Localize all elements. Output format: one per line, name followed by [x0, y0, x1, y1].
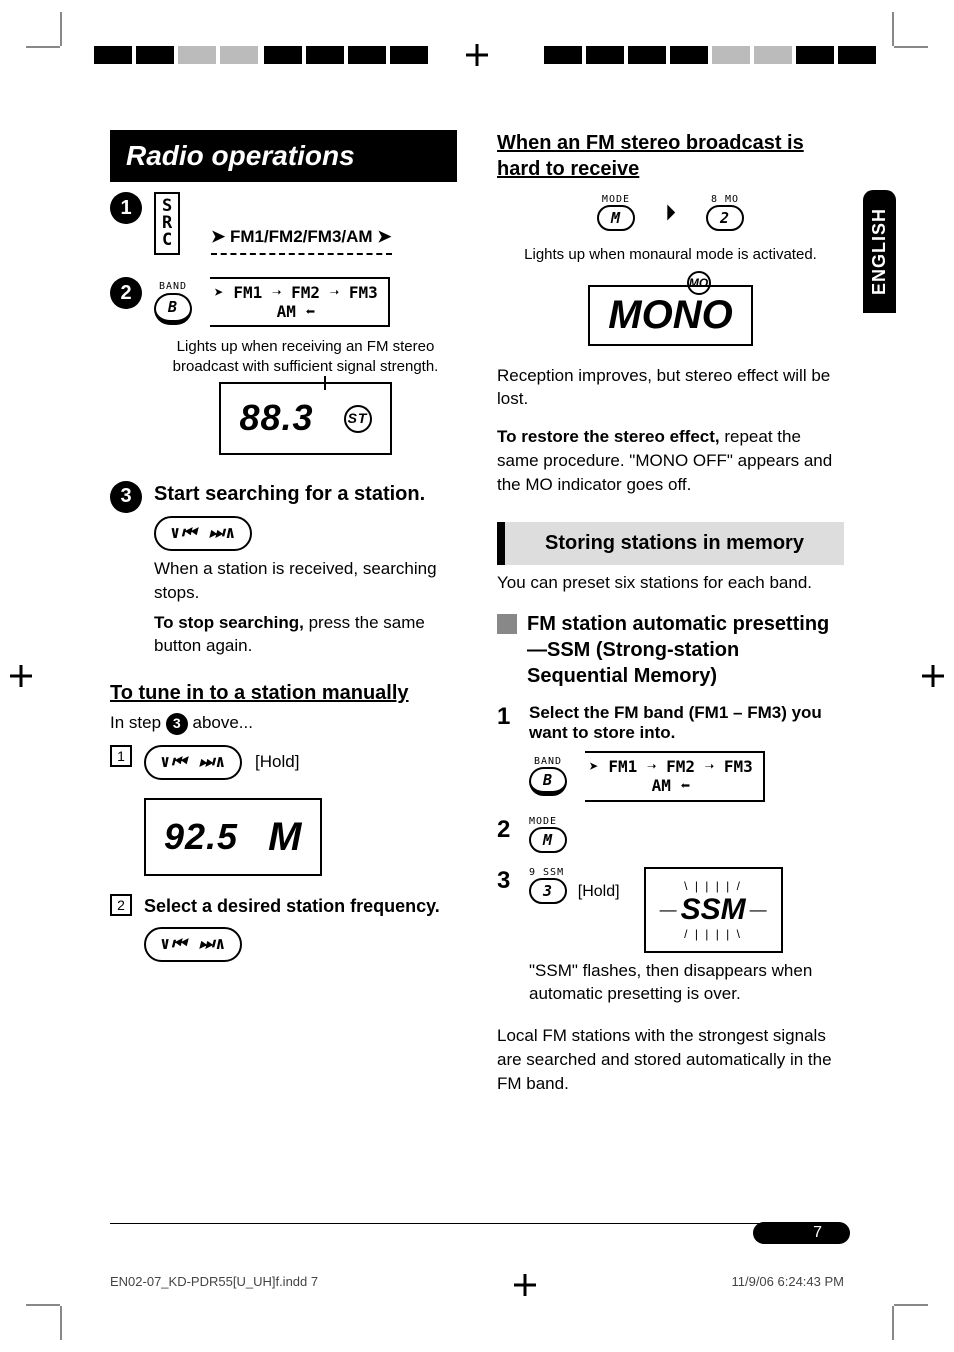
band-button-icon: B — [529, 767, 567, 796]
mo-key-label: 8 MO — [706, 194, 744, 205]
boxed-step-2-icon: 2 — [110, 894, 132, 916]
st-caption: Lights up when receiving an FM stereo br… — [154, 337, 457, 376]
band-cycle-line2: AM — [277, 302, 296, 321]
step-ref-3-icon: 3 — [166, 713, 188, 735]
frequency-value: 88.3 — [239, 394, 313, 443]
hold-label: [Hold] — [578, 883, 620, 900]
restore-bold: To restore the stereo effect, — [497, 427, 720, 446]
crop-mark — [26, 1304, 60, 1306]
ssm-step1-text: Select the FM band (FM1 – FM3) you want … — [529, 703, 822, 742]
register-mark-icon — [922, 665, 944, 687]
seek-buttons-icon: ∨⏮ ⏭∧ — [144, 745, 242, 780]
arrow-icon: ➤ — [211, 227, 230, 246]
then-arrow-icon: ⏵ — [665, 200, 676, 226]
crop-mark — [892, 1306, 894, 1340]
step-number-3-icon: 3 — [110, 481, 142, 513]
ssm-subheading-block: FM station automatic presetting—SSM (Str… — [497, 611, 844, 689]
step-3: 3 Start searching for a station. ∨⏮ ⏭∧ W… — [110, 481, 457, 658]
storing-section-title: Storing stations in memory — [497, 522, 844, 565]
band-label: BAND — [529, 756, 567, 767]
step-number-2-icon: 2 — [110, 277, 142, 309]
ssm-button-icon: 3 — [529, 878, 567, 904]
band-button-icon: B — [154, 293, 192, 324]
register-mark-icon — [466, 44, 488, 66]
register-mark-icon — [514, 1274, 536, 1296]
crop-mark — [892, 12, 894, 46]
ssm-step-2: 2 MODE M — [497, 816, 844, 853]
step-number-1-icon: 1 — [110, 192, 142, 224]
mode-label: MODE — [597, 194, 635, 205]
st-indicator-icon: ST — [344, 405, 372, 433]
ssm-dash-icon: — — [750, 900, 767, 920]
hard-receive-heading: When an FM stereo broadcast is hard to r… — [497, 130, 844, 182]
manual-tune-heading: To tune in to a station manually — [110, 682, 457, 705]
ssm-step-1: 1 Select the FM band (FM1 – FM3) you wan… — [497, 703, 844, 801]
mo-indicator-icon: MO — [687, 271, 711, 295]
src-button-icon: S R C — [154, 192, 180, 255]
footer-filename: EN02-07_KD-PDR55[U_UH]f.indd 7 — [110, 1274, 318, 1296]
ssm-text: SSM — [681, 893, 746, 927]
page-number: 7 — [753, 1222, 850, 1244]
step-3-heading: Start searching for a station. — [154, 483, 425, 505]
crop-mark — [60, 1306, 62, 1340]
crop-mark — [60, 12, 62, 46]
ssm-closing: Local FM stations with the strongest sig… — [497, 1024, 844, 1095]
step-1: 1 S R C ➤ FM1/FM2/FM3/AM ➤ — [110, 192, 457, 255]
ssm-key-label: 9 SSM — [529, 867, 620, 878]
band-cycle-diagram: ➤ FM1 ➝ FM2 ➝ FM3 AM ⬅ — [585, 751, 765, 801]
band-cycle-diagram: ➤ FM1 ➝ FM2 ➝ FM3 AM ⬅ — [210, 277, 390, 327]
manual-step-1: 1 ∨⏮ ⏭∧ [Hold] 92.5 M — [110, 745, 457, 876]
crop-mark — [894, 1304, 928, 1306]
ssm-dash-icon: — — [660, 900, 677, 920]
step-3-body1: When a station is received, searching st… — [154, 557, 457, 605]
source-cycle-text: FM1/FM2/FM3/AM — [230, 227, 373, 246]
band-cycle-line2: AM — [652, 776, 671, 795]
register-mark-icon — [10, 665, 32, 687]
step-number-2: 2 — [497, 816, 517, 844]
mo-button-icon: 2 — [706, 205, 744, 231]
manual-step-2: 2 Select a desired station frequency. ∨⏮… — [110, 894, 457, 962]
seek-buttons-icon: ∨⏮ ⏭∧ — [154, 516, 252, 551]
manual-m-indicator-icon: M — [268, 810, 302, 864]
reception-text: Reception improves, but stereo effect wi… — [497, 364, 844, 412]
mode-button-icon: M — [597, 205, 635, 231]
manual-frequency-value: 92.5 — [164, 813, 238, 862]
band-cycle-line1: FM1 ➝ FM2 ➝ FM3 — [608, 757, 753, 776]
frequency-display-manual: 92.5 M — [144, 798, 322, 876]
step-number-1: 1 — [497, 703, 517, 731]
storing-intro: You can preset six stations for each ban… — [497, 571, 844, 595]
ssm-caption: "SSM" flashes, then disappears when auto… — [529, 959, 844, 1007]
ssm-step-3: 3 9 SSM 3 [Hold] \ | | | | / — SSM — [497, 867, 844, 1007]
step-3-body2-bold: To stop searching, — [154, 613, 304, 632]
hold-label: [Hold] — [255, 752, 299, 771]
band-label: BAND — [154, 280, 192, 294]
manual-step-2-text: Select a desired station frequency. — [144, 896, 440, 916]
right-column: When an FM stereo broadcast is hard to r… — [497, 130, 844, 1232]
ssm-rays-icon: \ | | | | / — [660, 879, 767, 893]
ssm-rays-icon: / | | | | \ — [660, 927, 767, 941]
left-column: Radio operations 1 S R C ➤ FM1/FM2/FM3/A… — [110, 130, 457, 1232]
mono-text: MONO — [608, 293, 732, 337]
step-2: 2 BAND B ➤ FM1 ➝ FM2 ➝ FM3 AM ⬅ Lights u… — [110, 277, 457, 455]
boxed-step-1-icon: 1 — [110, 745, 132, 767]
footer-rule — [110, 1223, 844, 1224]
arrow-icon: ➤ — [377, 227, 391, 246]
band-cycle-line1: FM1 ➝ FM2 ➝ FM3 — [233, 283, 378, 302]
language-tab: ENGLISH — [863, 190, 896, 313]
mode-button-icon: M — [529, 827, 567, 853]
bullet-square-icon — [497, 614, 517, 634]
print-metadata: EN02-07_KD-PDR55[U_UH]f.indd 7 11/9/06 6… — [110, 1274, 844, 1296]
frequency-display: 88.3 ST — [219, 382, 391, 455]
footer-timestamp: 11/9/06 6:24:43 PM — [731, 1274, 844, 1296]
manual-intro: In step 3 above... — [110, 711, 457, 735]
page-title: Radio operations — [110, 130, 457, 182]
seek-buttons-icon: ∨⏮ ⏭∧ — [144, 927, 242, 962]
mode-label: MODE — [529, 816, 844, 827]
ssm-subheading: FM station automatic presetting—SSM (Str… — [527, 611, 844, 689]
ssm-display: \ | | | | / — SSM — / | | | | \ — [644, 867, 783, 953]
mono-caption: Lights up when monaural mode is activate… — [497, 245, 844, 265]
step-number-3: 3 — [497, 867, 517, 895]
mono-display: MO MONO — [588, 285, 752, 346]
